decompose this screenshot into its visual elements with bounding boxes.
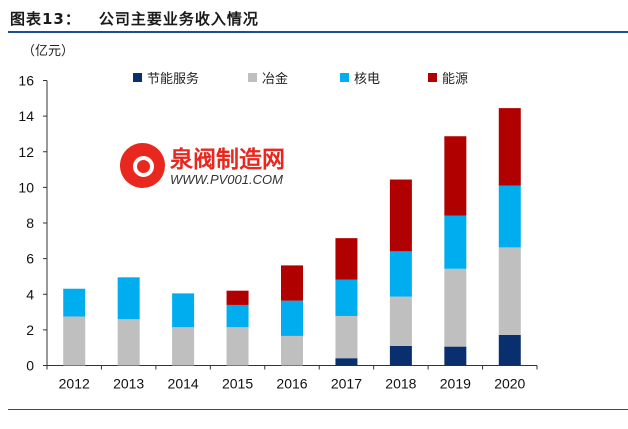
bar-segment-2018-series-1 (389, 296, 412, 346)
y-tick-label: 12 (18, 144, 34, 160)
bar-segment-2015-series-3 (226, 290, 249, 305)
bar-segment-2020-series-2 (498, 185, 521, 248)
bar-segment-2019-series-1 (444, 268, 467, 347)
bar-segment-2018-series-0 (389, 345, 412, 366)
x-tick-label: 2016 (276, 376, 307, 392)
legend-swatch (133, 73, 142, 82)
bar-segment-2018-series-3 (389, 179, 412, 252)
x-tick-label: 2017 (331, 376, 362, 392)
bar-segment-2017-series-0 (335, 358, 358, 366)
legend-label: 能源 (442, 72, 469, 87)
legend-item-1: 冶金 (248, 68, 288, 87)
legend-item-0: 节能服务 (133, 68, 199, 87)
figure-title: 公司主要业务收入情况 (98, 10, 259, 28)
watermark: 泉阀制造网 WWW.PV001.COM (120, 140, 303, 195)
bar-segment-2013-series-1 (117, 319, 140, 366)
legend-swatch (248, 73, 257, 82)
bar-segment-2017-series-2 (335, 279, 358, 316)
legend-label: 节能服务 (147, 72, 200, 87)
watermark-name: 泉阀制造网 (170, 147, 285, 173)
bar-segment-2014-series-1 (172, 327, 195, 366)
bar-segment-2016-series-1 (281, 335, 303, 366)
bar-segment-2019-series-0 (444, 346, 467, 366)
x-tick-label: 2019 (440, 376, 471, 392)
y-tick-label: 8 (26, 215, 34, 231)
y-tick-label: 10 (18, 179, 34, 195)
y-tick-label: 14 (18, 108, 34, 124)
y-tick-label: 16 (18, 73, 34, 89)
x-tick-label: 2013 (113, 376, 144, 392)
y-tick-label: 6 (26, 251, 34, 267)
bar-segment-2012-series-1 (63, 316, 86, 366)
x-tick-label: 2012 (59, 376, 90, 392)
bar-segment-2020-series-3 (498, 108, 521, 186)
bar-segment-2020-series-1 (498, 247, 521, 335)
bar-segment-2016-series-3 (281, 265, 303, 301)
y-axis-unit: （亿元） (22, 44, 75, 59)
bar-segment-2020-series-0 (498, 334, 521, 366)
bar-segment-2015-series-2 (226, 304, 249, 328)
y-tick-label: 4 (26, 286, 34, 302)
bar-segment-2017-series-1 (335, 315, 358, 359)
bar-segment-2012-series-2 (63, 288, 86, 317)
x-tick-label: 2020 (494, 376, 525, 392)
x-tick-label: 2018 (385, 376, 416, 392)
y-tick-label: 0 (26, 358, 34, 374)
legend-swatch (428, 73, 437, 82)
legend-label: 核电 (354, 72, 381, 87)
x-tick-label: 2014 (168, 376, 199, 392)
chart-title: 图表13： 公司主要业务收入情况 (10, 8, 259, 29)
bar-segment-2015-series-1 (226, 327, 249, 366)
bar-segment-2017-series-3 (335, 238, 358, 280)
bar-segment-2014-series-2 (172, 293, 195, 328)
bar-segment-2019-series-2 (444, 215, 467, 269)
bar-segment-2019-series-3 (444, 136, 467, 216)
watermark-logo-icon (120, 143, 165, 188)
bar-segment-2018-series-2 (389, 251, 412, 297)
x-tick-label: 2015 (222, 376, 253, 392)
legend-label: 冶金 (262, 72, 289, 87)
legend-swatch (340, 73, 349, 82)
bar-segment-2016-series-2 (281, 300, 303, 336)
watermark-url: WWW.PV001.COM (170, 172, 283, 187)
bottom-rule (8, 409, 628, 410)
title-rule (8, 31, 628, 33)
legend-item-2: 核电 (340, 68, 380, 87)
bar-segment-2013-series-2 (117, 277, 140, 320)
y-tick-label: 2 (26, 322, 34, 338)
legend-item-3: 能源 (428, 68, 468, 87)
figure-label: 图表13： (10, 10, 81, 28)
